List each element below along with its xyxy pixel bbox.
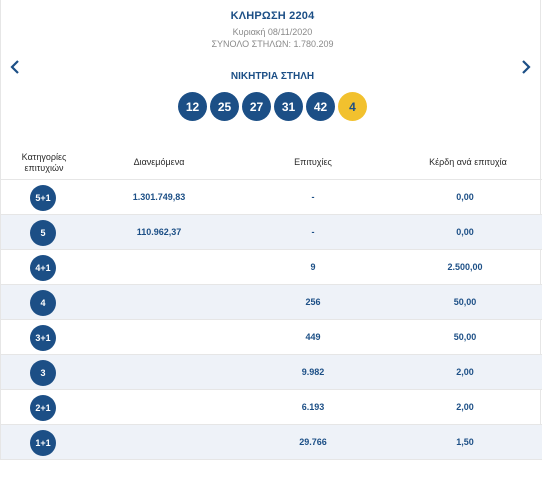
chevron-right-icon xyxy=(522,60,531,74)
number-ball: 12 xyxy=(178,92,207,121)
joker-ball: 4 xyxy=(338,92,367,121)
prize-value: 2.500,00 xyxy=(447,262,483,272)
prize-value: 2,00 xyxy=(456,402,474,412)
header-category: Κατηγορίες επιτυχιών xyxy=(21,152,67,173)
winners-value: 29.766 xyxy=(299,437,327,447)
prize-value: 1,50 xyxy=(456,437,474,447)
category-badge: 5 xyxy=(30,220,56,246)
prize-value: 50,00 xyxy=(453,297,477,307)
table-row: 4+1 9 2.500,00 xyxy=(1,250,542,285)
category-badge: 4+1 xyxy=(30,255,56,281)
category-badge: 4 xyxy=(30,290,56,316)
previous-draw-button[interactable] xyxy=(7,56,23,78)
columns-total: ΣΥΝΟΛΟ ΣΤΗΛΩΝ: 1.780.209 xyxy=(211,39,334,49)
category-badge: 1+1 xyxy=(30,430,56,456)
table-row: 4 256 50,00 xyxy=(1,285,542,320)
prize-value: 50,00 xyxy=(453,332,477,342)
results-table-header: Κατηγορίες επιτυχιών Διανεμόμενα Επιτυχί… xyxy=(1,150,542,180)
category-badge: 3 xyxy=(30,360,56,386)
winners-value: 9.982 xyxy=(301,367,325,377)
category-badge: 3+1 xyxy=(30,325,56,351)
table-row: 5+1 1.301.749,83 - 0,00 xyxy=(1,180,542,215)
draw-date: Κυριακή 08/11/2020 xyxy=(232,27,313,37)
winners-value: 9 xyxy=(310,262,316,272)
number-ball: 25 xyxy=(210,92,239,121)
number-ball: 31 xyxy=(274,92,303,121)
winning-column-title: ΝΙΚΗΤΡΙΑ ΣΤΗΛΗ xyxy=(230,71,315,82)
header-prize: Κέρδη ανά επιτυχία xyxy=(429,157,507,167)
winning-numbers: 12 25 27 31 42 4 xyxy=(178,92,367,121)
number-ball: 42 xyxy=(306,92,335,121)
winners-value: 256 xyxy=(305,297,321,307)
winners-value: 449 xyxy=(305,332,321,342)
header-distributed: Διανεμόμενα xyxy=(133,157,185,167)
header-winners: Επιτυχίες xyxy=(294,157,332,167)
winners-value: 6.193 xyxy=(301,402,325,412)
next-draw-button[interactable] xyxy=(518,56,534,78)
category-badge: 2+1 xyxy=(30,395,56,421)
results-table-body: 5+1 1.301.749,83 - 0,00 5 110.962,37 - 0… xyxy=(1,180,542,460)
table-row: 3+1 449 50,00 xyxy=(1,320,542,355)
table-row: 2+1 6.193 2,00 xyxy=(1,390,542,425)
table-row: 5 110.962,37 - 0,00 xyxy=(1,215,542,250)
draw-results-card: ΚΛΗΡΩΣΗ 2204 Κυριακή 08/11/2020 ΣΥΝΟΛΟ Σ… xyxy=(0,0,542,460)
category-badge: 5+1 xyxy=(30,185,56,211)
number-ball: 27 xyxy=(242,92,271,121)
distributed-value: 1.301.749,83 xyxy=(132,192,186,202)
table-row: 1+1 29.766 1,50 xyxy=(1,425,542,460)
prize-value: 0,00 xyxy=(456,227,474,237)
prize-value: 0,00 xyxy=(456,192,474,202)
table-row: 3 9.982 2,00 xyxy=(1,355,542,390)
winners-value: - xyxy=(311,192,315,202)
draw-title: ΚΛΗΡΩΣΗ 2204 xyxy=(230,10,315,22)
winners-value: - xyxy=(311,227,315,237)
prize-value: 2,00 xyxy=(456,367,474,377)
chevron-left-icon xyxy=(10,60,19,74)
distributed-value: 110.962,37 xyxy=(136,227,182,237)
